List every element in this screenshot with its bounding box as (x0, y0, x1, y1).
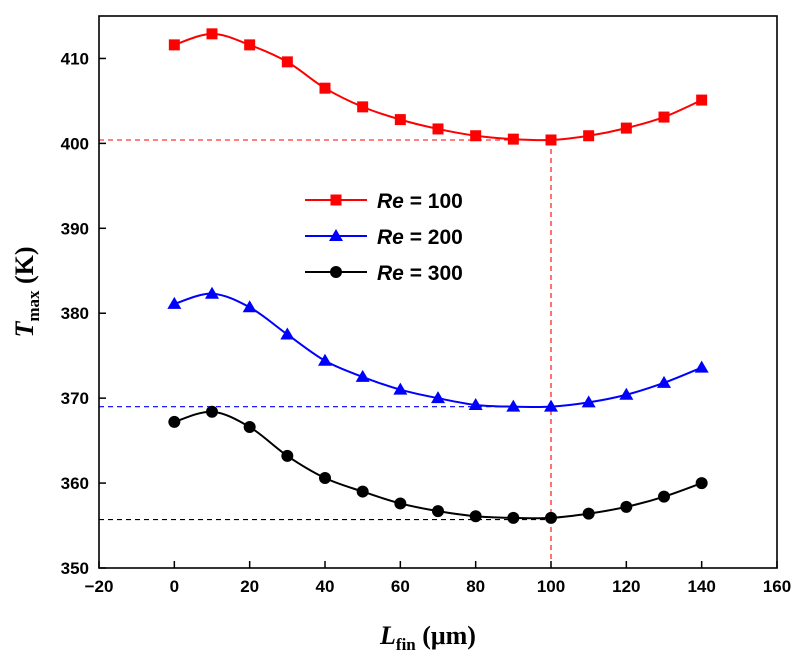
y-axis-unit: (K) (10, 246, 39, 284)
data-point (545, 134, 557, 146)
data-point (583, 130, 595, 142)
data-point (619, 387, 634, 400)
data-point (393, 382, 408, 395)
data-point (507, 133, 519, 145)
data-point (281, 56, 293, 68)
legend-label-italic: Re (377, 226, 404, 249)
data-point (168, 415, 181, 428)
y-axis-title: Tmax (K) (10, 246, 43, 337)
series-2 (168, 405, 708, 524)
data-point (167, 296, 182, 309)
data-point (357, 101, 369, 113)
legend-label: Re = 300 (377, 262, 463, 285)
data-point (695, 477, 708, 490)
legend-label-rest: = 300 (404, 262, 463, 285)
data-point (356, 485, 369, 498)
data-point (694, 360, 709, 373)
data-point (620, 500, 633, 513)
x-axis-title: Lfin (μm) (379, 621, 476, 654)
x-axis-subscript: fin (396, 635, 416, 654)
data-point (582, 507, 595, 520)
data-point (206, 28, 218, 40)
legend-item: Re = 100 (305, 190, 463, 213)
data-point (696, 94, 708, 106)
data-point (468, 397, 483, 410)
data-point (658, 111, 670, 123)
x-tick-label: 60 (391, 577, 410, 596)
series-layer (167, 28, 709, 524)
x-tick-label: −20 (85, 577, 114, 596)
data-point (244, 39, 256, 51)
legend-label-rest: = 100 (404, 190, 463, 213)
x-tick-label: 100 (537, 577, 565, 596)
data-point (205, 286, 219, 299)
x-tick-label: 0 (170, 577, 179, 596)
x-tick-label: 20 (240, 577, 259, 596)
data-point (658, 490, 670, 503)
data-point (319, 471, 331, 484)
series-0 (168, 28, 708, 146)
x-tick-label: 40 (316, 577, 335, 596)
x-tick-label: 160 (763, 577, 791, 596)
x-axis-symbol: L (379, 621, 396, 650)
data-point (545, 511, 557, 524)
data-point (355, 369, 370, 382)
legend-marker (330, 266, 342, 278)
data-point (206, 405, 218, 418)
series-1 (167, 286, 709, 412)
y-tick-label: 360 (61, 474, 89, 493)
data-point (431, 391, 445, 404)
data-point (318, 353, 332, 366)
legend-item: Re = 300 (305, 262, 463, 285)
data-point (507, 511, 520, 524)
data-point (581, 395, 596, 408)
y-tick-label: 410 (61, 49, 89, 68)
data-point (243, 421, 256, 434)
data-point (432, 505, 444, 518)
legend-marker (330, 194, 342, 206)
y-tick-label: 370 (61, 389, 89, 408)
plot-frame (98, 15, 778, 569)
y-tick-label: 390 (61, 219, 89, 238)
data-point (281, 449, 294, 462)
y-tick-label: 380 (61, 304, 89, 323)
legend-item: Re = 200 (305, 226, 463, 249)
reference-lines (99, 139, 552, 568)
y-tick-label: 400 (61, 134, 89, 153)
data-point (470, 130, 482, 142)
y-axis-symbol: T (10, 321, 39, 338)
x-axis-unit: (μm) (422, 621, 476, 650)
x-tick-label: 140 (687, 577, 715, 596)
data-point (657, 375, 671, 388)
y-tick-label: 350 (61, 559, 89, 578)
legend-label: Re = 100 (377, 190, 463, 213)
data-point (242, 300, 257, 313)
data-point (168, 39, 180, 51)
data-point (394, 114, 406, 126)
data-point (432, 123, 444, 135)
data-point (469, 510, 482, 523)
data-point (544, 399, 558, 412)
legend-label-italic: Re (377, 190, 404, 213)
legend-label-rest: = 200 (404, 226, 463, 249)
y-axis-subscript: max (24, 290, 43, 322)
data-point (506, 399, 521, 412)
data-point (394, 497, 407, 510)
legend-label: Re = 200 (377, 226, 463, 249)
ticks: −20 0 20 40 60 80 100 120 140 160 350 360 370 380 390 4… (61, 49, 792, 596)
legend-label-italic: Re (377, 262, 404, 285)
data-point (620, 122, 632, 134)
legend-marker (329, 229, 343, 241)
data-point (280, 327, 295, 340)
data-point (319, 82, 331, 94)
x-tick-label: 80 (466, 577, 485, 596)
x-tick-label: 120 (612, 577, 640, 596)
